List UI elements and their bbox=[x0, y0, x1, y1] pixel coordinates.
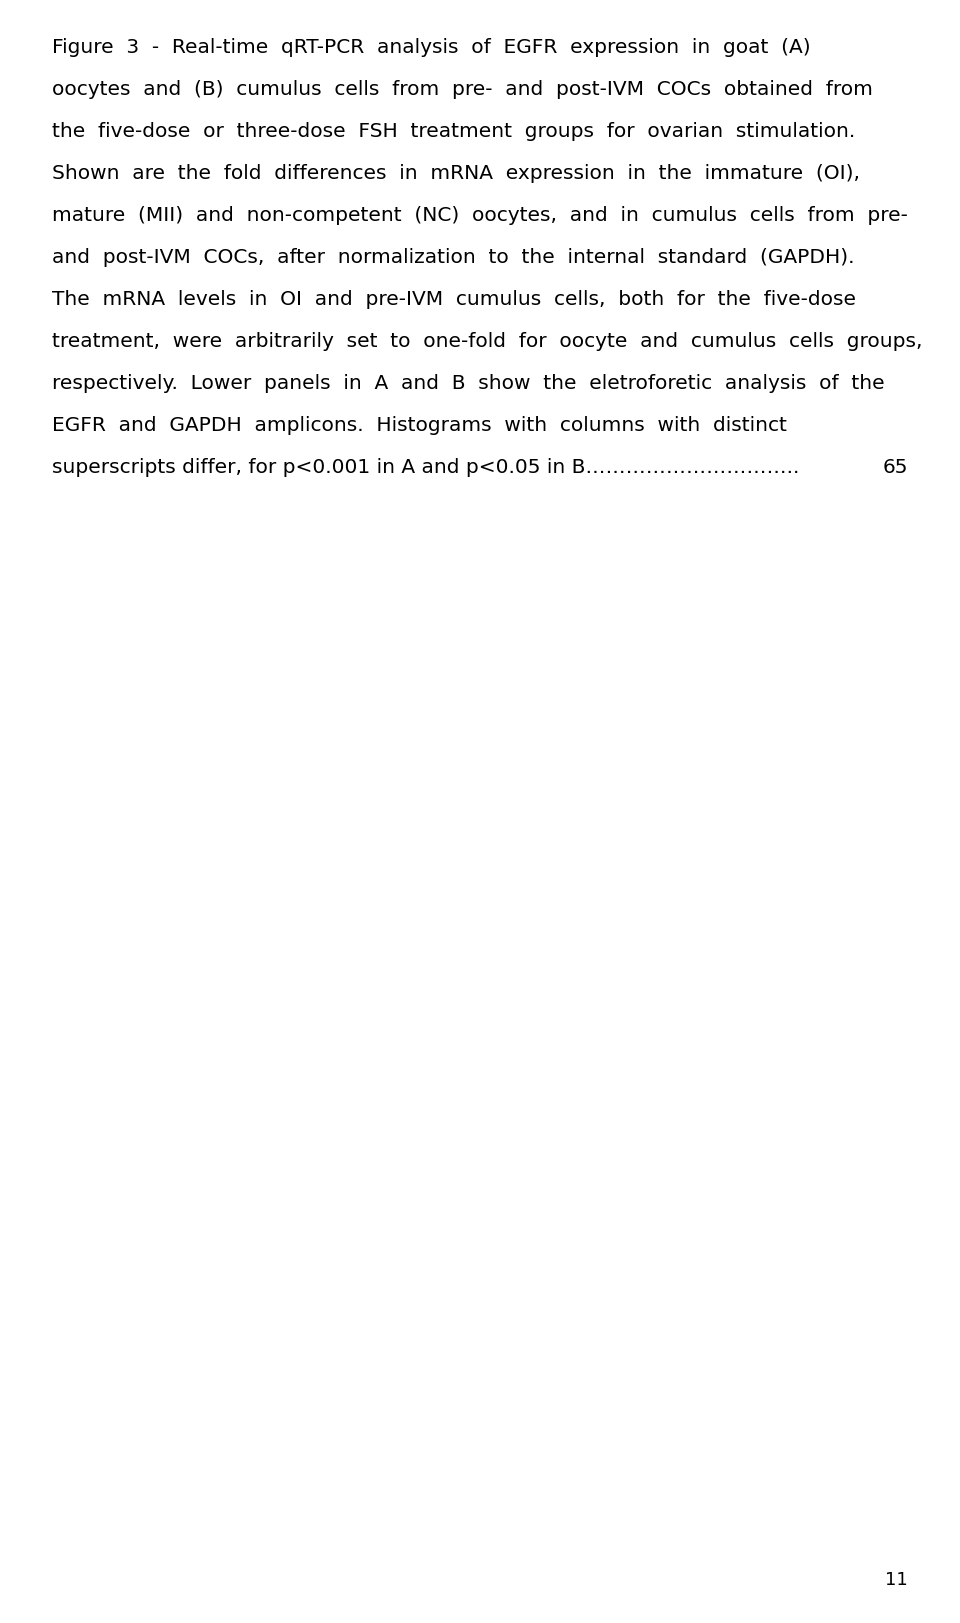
Text: Figure  3  -  Real-time  qRT-PCR  analysis  of  EGFR  expression  in  goat  (A): Figure 3 - Real-time qRT-PCR analysis of… bbox=[52, 37, 810, 57]
Text: mature  (MII)  and  non-competent  (NC)  oocytes,  and  in  cumulus  cells  from: mature (MII) and non-competent (NC) oocy… bbox=[52, 206, 908, 226]
Text: treatment,  were  arbitrarily  set  to  one-fold  for  oocyte  and  cumulus  cel: treatment, were arbitrarily set to one-f… bbox=[52, 331, 923, 351]
Text: Shown  are  the  fold  differences  in  mRNA  expression  in  the  immature  (OI: Shown are the fold differences in mRNA e… bbox=[52, 164, 860, 183]
Text: EGFR  and  GAPDH  amplicons.  Histograms  with  columns  with  distinct: EGFR and GAPDH amplicons. Histograms wit… bbox=[52, 415, 787, 435]
Text: 65: 65 bbox=[882, 458, 908, 477]
Text: 11: 11 bbox=[885, 1569, 908, 1587]
Text: oocytes  and  (B)  cumulus  cells  from  pre-  and  post-IVM  COCs  obtained  fr: oocytes and (B) cumulus cells from pre- … bbox=[52, 80, 873, 99]
Text: and  post-IVM  COCs,  after  normalization  to  the  internal  standard  (GAPDH): and post-IVM COCs, after normalization t… bbox=[52, 248, 854, 266]
Text: The  mRNA  levels  in  OI  and  pre-IVM  cumulus  cells,  both  for  the  five-d: The mRNA levels in OI and pre-IVM cumulu… bbox=[52, 291, 856, 308]
Text: the  five-dose  or  three-dose  FSH  treatment  groups  for  ovarian  stimulatio: the five-dose or three-dose FSH treatmen… bbox=[52, 122, 855, 141]
Text: superscripts differ, for p<0.001 in A and p<0.05 in B…………………………..: superscripts differ, for p<0.001 in A an… bbox=[52, 458, 800, 477]
Text: respectively.  Lower  panels  in  A  and  B  show  the  eletroforetic  analysis : respectively. Lower panels in A and B sh… bbox=[52, 373, 884, 393]
